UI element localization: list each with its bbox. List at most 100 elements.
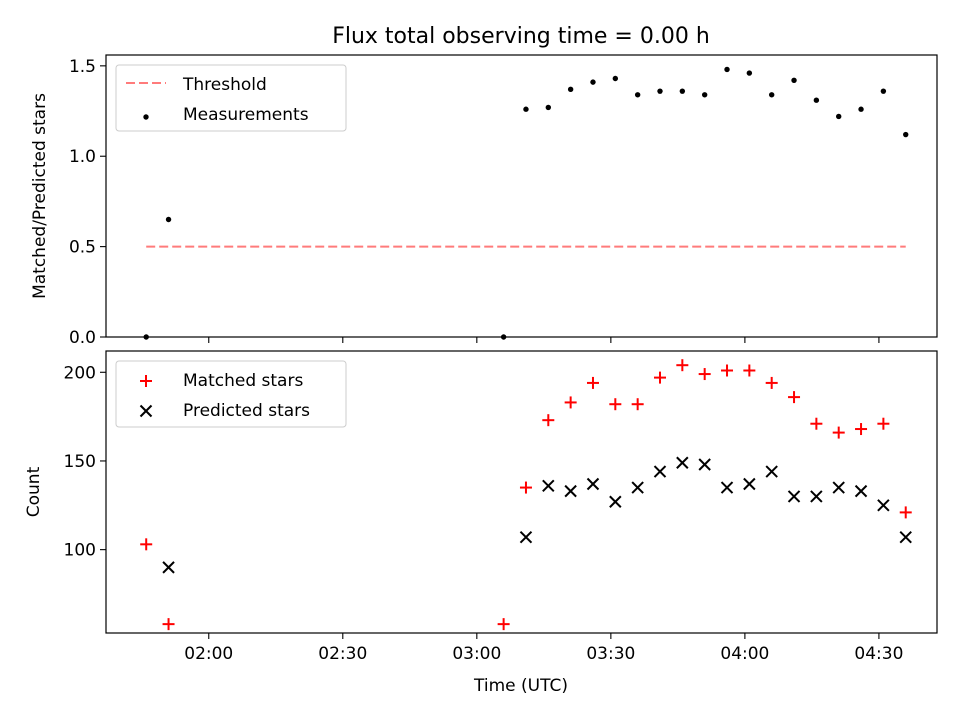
- matched-stars-point: [765, 376, 778, 389]
- bottom-panel: 100 150 200 02:00 02:30 03:00 03:30 04:00 04:30…: [24, 350, 938, 696]
- y-tick-label: 100: [64, 541, 96, 561]
- matched-stars-point: [899, 506, 912, 519]
- x-tick-label: 03:00: [452, 644, 501, 664]
- legend-box: [115, 64, 347, 132]
- matched-stars-point: [586, 376, 599, 389]
- matched-stars-point: [788, 391, 801, 404]
- matched-stars-point: [721, 364, 734, 377]
- y-tick-label: 150: [64, 452, 96, 472]
- top-x-ticks: [208, 337, 880, 343]
- x-axis-label: Time (UTC): [473, 676, 568, 696]
- predicted-stars-point: [631, 481, 644, 494]
- legend-entry: Predicted stars: [139, 401, 310, 421]
- matched-stars-point: [609, 398, 622, 411]
- measurement-point: [545, 104, 552, 111]
- predicted-stars-point: [787, 490, 801, 503]
- predicted-stars-point: [720, 481, 734, 494]
- measurement-point: [836, 113, 842, 120]
- legend-label: Predicted stars: [183, 401, 310, 421]
- matched-stars-point: [542, 414, 555, 427]
- top-plot-marks: [143, 66, 909, 340]
- legend-swatch: [143, 114, 149, 120]
- measurement-point: [813, 97, 820, 103]
- matched-stars-point: [631, 398, 644, 411]
- legend-swatch: [139, 404, 153, 418]
- measurement-point: [768, 92, 775, 98]
- matched-stars-point: [877, 417, 890, 430]
- matched-stars-point: [497, 618, 510, 631]
- x-tick-label: 03:30: [586, 644, 635, 664]
- measurement-point: [679, 88, 686, 94]
- measurement-point: [903, 131, 909, 138]
- predicted-stars-point: [676, 456, 689, 469]
- bottom-plot-frame: [105, 350, 938, 634]
- predicted-stars-point: [877, 499, 890, 512]
- matched-stars-point: [743, 364, 756, 377]
- predicted-stars-point: [832, 481, 845, 494]
- predicted-stars-point: [743, 477, 756, 491]
- top-y-ticks: 0.0 0.5 1.0 1.5: [69, 57, 106, 348]
- y-tick-label: 0.5: [69, 238, 96, 258]
- predicted-stars-point: [899, 531, 912, 544]
- x-tick-label: 04:00: [720, 644, 769, 664]
- y-tick-label: 1.0: [69, 147, 96, 167]
- predicted-stars-point: [586, 477, 600, 491]
- predicted-stars-point: [519, 531, 533, 544]
- bottom-legend: Matched stars Predicted stars: [115, 360, 347, 428]
- matched-stars-point: [654, 371, 666, 384]
- top-panel: 0.0 0.5 1.0 1.5 Matched/Predicted stars Thr…: [30, 54, 938, 348]
- legend-swatch: [140, 375, 152, 387]
- predicted-stars-point: [698, 458, 711, 471]
- predicted-stars-point: [609, 495, 622, 508]
- matched-stars-point: [162, 618, 175, 631]
- predicted-stars-point: [542, 479, 555, 492]
- matched-stars-point: [140, 538, 153, 551]
- measurement-point: [858, 106, 864, 112]
- predicted-stars-point: [564, 484, 577, 498]
- measurement-point: [165, 216, 172, 223]
- predicted-stars-point: [653, 465, 667, 478]
- y-tick-label: 1.5: [69, 57, 96, 77]
- legend-label: Measurements: [183, 105, 309, 125]
- predicted-stars-point: [810, 490, 823, 503]
- measurement-point: [657, 88, 663, 94]
- predicted-stars-point: [162, 561, 175, 574]
- predicted-stars-point: [765, 465, 778, 478]
- legend-label: Threshold: [182, 75, 267, 95]
- matched-stars-point: [564, 396, 577, 409]
- y-tick-label: 200: [64, 363, 96, 383]
- measurement-point: [523, 106, 529, 112]
- top-legend: Threshold Measurements: [115, 64, 347, 132]
- top-y-axis-label: Matched/Predicted stars: [30, 93, 50, 299]
- bottom-plot-marks: [140, 359, 912, 631]
- matched-stars-point: [698, 368, 711, 381]
- measurement-point: [590, 79, 596, 85]
- top-plot-frame: [105, 54, 938, 338]
- x-tick-label: 02:00: [184, 644, 233, 664]
- y-tick-label: 0.0: [69, 328, 96, 348]
- bottom-x-ticks: 02:00 02:30 03:00 03:30 04:00 04:30: [184, 633, 903, 664]
- measurement-point: [567, 86, 574, 93]
- matched-stars-point: [676, 359, 689, 372]
- predicted-stars-point: [854, 484, 868, 498]
- matched-stars-point: [832, 426, 845, 439]
- matched-stars-point: [810, 417, 823, 430]
- measurement-point: [791, 77, 797, 84]
- measurement-point: [612, 75, 619, 82]
- matched-stars-point: [519, 481, 532, 494]
- legend-box: [115, 360, 347, 428]
- measurement-point: [701, 92, 708, 98]
- legend-entry: Matched stars: [140, 371, 303, 391]
- measurement-point: [746, 70, 753, 76]
- x-tick-label: 02:30: [318, 644, 367, 664]
- measurement-point: [634, 92, 641, 98]
- x-tick-label: 04:30: [854, 644, 903, 664]
- chart-title: Flux total observing time = 0.00 h: [332, 24, 710, 49]
- measurement-point: [724, 66, 730, 73]
- bottom-y-ticks: 100 150 200: [64, 363, 106, 561]
- measurement-point: [880, 88, 887, 94]
- legend-entry: Threshold: [126, 75, 267, 95]
- legend-entry: Measurements: [143, 105, 309, 125]
- bottom-y-axis-label: Count: [24, 466, 44, 517]
